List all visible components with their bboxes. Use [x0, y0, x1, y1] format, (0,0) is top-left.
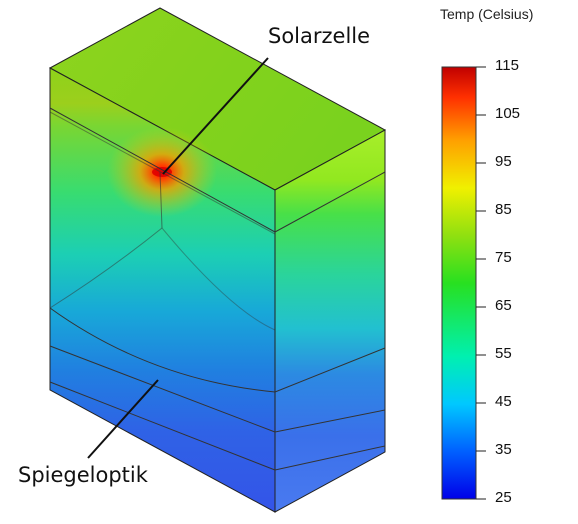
legend-tick-label: 75 — [495, 249, 512, 266]
legend-tick-label: 105 — [495, 105, 521, 122]
legend-title: Temp (Celsius) — [440, 6, 534, 22]
front-layer-lines — [49, 107, 276, 471]
solar-cell-leader — [162, 57, 269, 175]
legend-color-bar — [441, 66, 477, 500]
solar-cell-label: Solarzelle — [268, 24, 371, 48]
legend-tick-label: 35 — [495, 441, 512, 458]
block-side-face — [274, 129, 386, 513]
mirror-leader — [87, 379, 159, 459]
legend-tick-label: 85 — [495, 201, 512, 218]
side-layer-lines — [274, 171, 386, 471]
legend-tick-label: 115 — [495, 57, 519, 74]
legend-tick-label: 25 — [495, 489, 512, 506]
legend-tick-label: 95 — [495, 153, 512, 170]
legend-tick-label: 55 — [495, 345, 512, 362]
legend-tick-marks — [476, 66, 486, 500]
legend-tick-label: 45 — [495, 393, 512, 410]
mirror-optics-label: Spiegeloptik — [18, 463, 148, 487]
legend-tick-label: 65 — [495, 297, 512, 314]
